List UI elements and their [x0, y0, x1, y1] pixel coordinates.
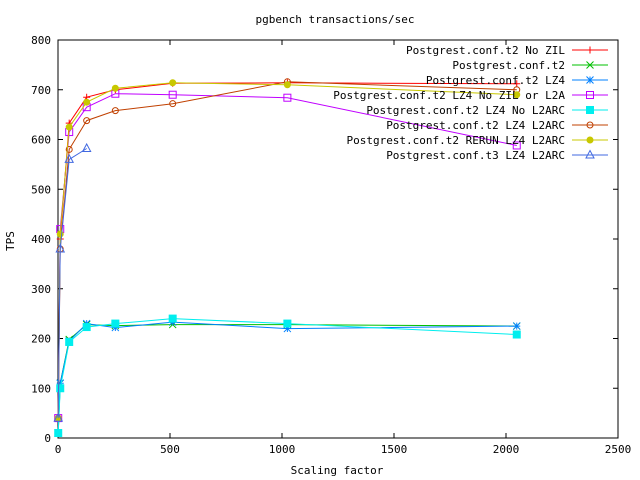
series-line — [57, 318, 517, 434]
y-axis-label: TPS — [4, 231, 17, 251]
legend-label: Postgrest.conf.t2 LZ4 No ZIL or L2A — [333, 89, 565, 102]
legend-marker — [586, 61, 594, 69]
y-tick-label: 700 — [31, 84, 51, 97]
legend-label: Postgrest.conf.t2 RERUN LZ4 L2ARC — [346, 134, 565, 147]
legend-marker — [586, 121, 594, 129]
data-point — [111, 84, 119, 92]
data-point — [65, 145, 73, 153]
y-tick-label: 800 — [31, 34, 51, 47]
legend-marker — [586, 106, 594, 114]
data-point — [55, 243, 66, 253]
axis-ticks: 0 100 200 300 400 500 600 700 800 0 500 1000 1500 200… — [31, 34, 631, 456]
legend-marker — [585, 149, 595, 159]
series-line — [57, 324, 517, 434]
x-tick-label: 2000 — [493, 443, 520, 456]
data-point — [512, 141, 521, 150]
legend-label: Postgrest.conf.t2 No ZIL — [406, 44, 565, 57]
y-tick-label: 400 — [31, 233, 51, 246]
data-point — [168, 314, 177, 323]
data-point — [169, 100, 177, 108]
x-tick-label: 500 — [160, 443, 180, 456]
data-point — [169, 79, 177, 87]
data-point — [83, 98, 91, 106]
data-point — [64, 153, 75, 163]
chart-title: pgbench transactions/sec — [256, 13, 415, 26]
data-point — [56, 379, 65, 388]
x-axis-label: Scaling factor — [291, 464, 384, 477]
legend-label: Postgrest.conf.t2 LZ4 No L2ARC — [366, 104, 565, 117]
series-5 — [54, 314, 521, 438]
series-3 — [54, 318, 521, 437]
legend-marker — [586, 136, 594, 144]
legend-label: Postgrest.conf.t3 LZ4 L2ARC — [386, 149, 565, 162]
data-point — [111, 319, 120, 328]
series-2 — [54, 320, 521, 437]
data-point — [82, 323, 91, 332]
data-point — [283, 81, 291, 89]
data-point — [283, 319, 292, 328]
legend-label: Postgrest.conf.t2 LZ4 — [426, 74, 565, 87]
y-tick-label: 200 — [31, 333, 51, 346]
data-point — [81, 142, 92, 152]
y-tick-label: 100 — [31, 382, 51, 395]
legend-label: Postgrest.conf.t2 — [452, 59, 565, 72]
data-point — [56, 384, 65, 393]
y-tick-label: 300 — [31, 283, 51, 296]
data-point — [283, 324, 292, 333]
x-tick-label: 1500 — [381, 443, 408, 456]
series-line — [57, 82, 517, 419]
x-tick-label: 1000 — [269, 443, 296, 456]
series-8 — [53, 142, 92, 422]
y-tick-label: 500 — [31, 183, 51, 196]
series-line — [57, 321, 517, 434]
x-tick-label: 0 — [55, 443, 62, 456]
data-point — [512, 322, 521, 330]
data-point — [65, 123, 73, 131]
data-point — [283, 93, 292, 102]
data-point — [512, 330, 521, 339]
series-line — [57, 81, 517, 419]
data-point — [168, 90, 177, 99]
legend: Postgrest.conf.t2 No ZIL Postgrest.conf.t… — [333, 44, 608, 162]
data-point — [513, 80, 521, 88]
data-point — [513, 91, 521, 99]
data-point — [53, 412, 64, 422]
data-point — [65, 337, 74, 346]
y-tick-label: 0 — [44, 432, 51, 445]
legend-marker — [586, 91, 594, 99]
legend-marker — [586, 76, 594, 84]
series-line — [57, 148, 87, 419]
legend-marker — [586, 46, 594, 54]
y-tick-label: 600 — [31, 134, 51, 147]
data-point — [54, 429, 63, 438]
data-point — [111, 107, 119, 115]
data-point — [83, 117, 91, 125]
series-layer — [53, 78, 521, 438]
legend-label: Postgrest.conf.t2 LZ4 L2ARC — [386, 119, 565, 132]
x-tick-label: 2500 — [605, 443, 632, 456]
